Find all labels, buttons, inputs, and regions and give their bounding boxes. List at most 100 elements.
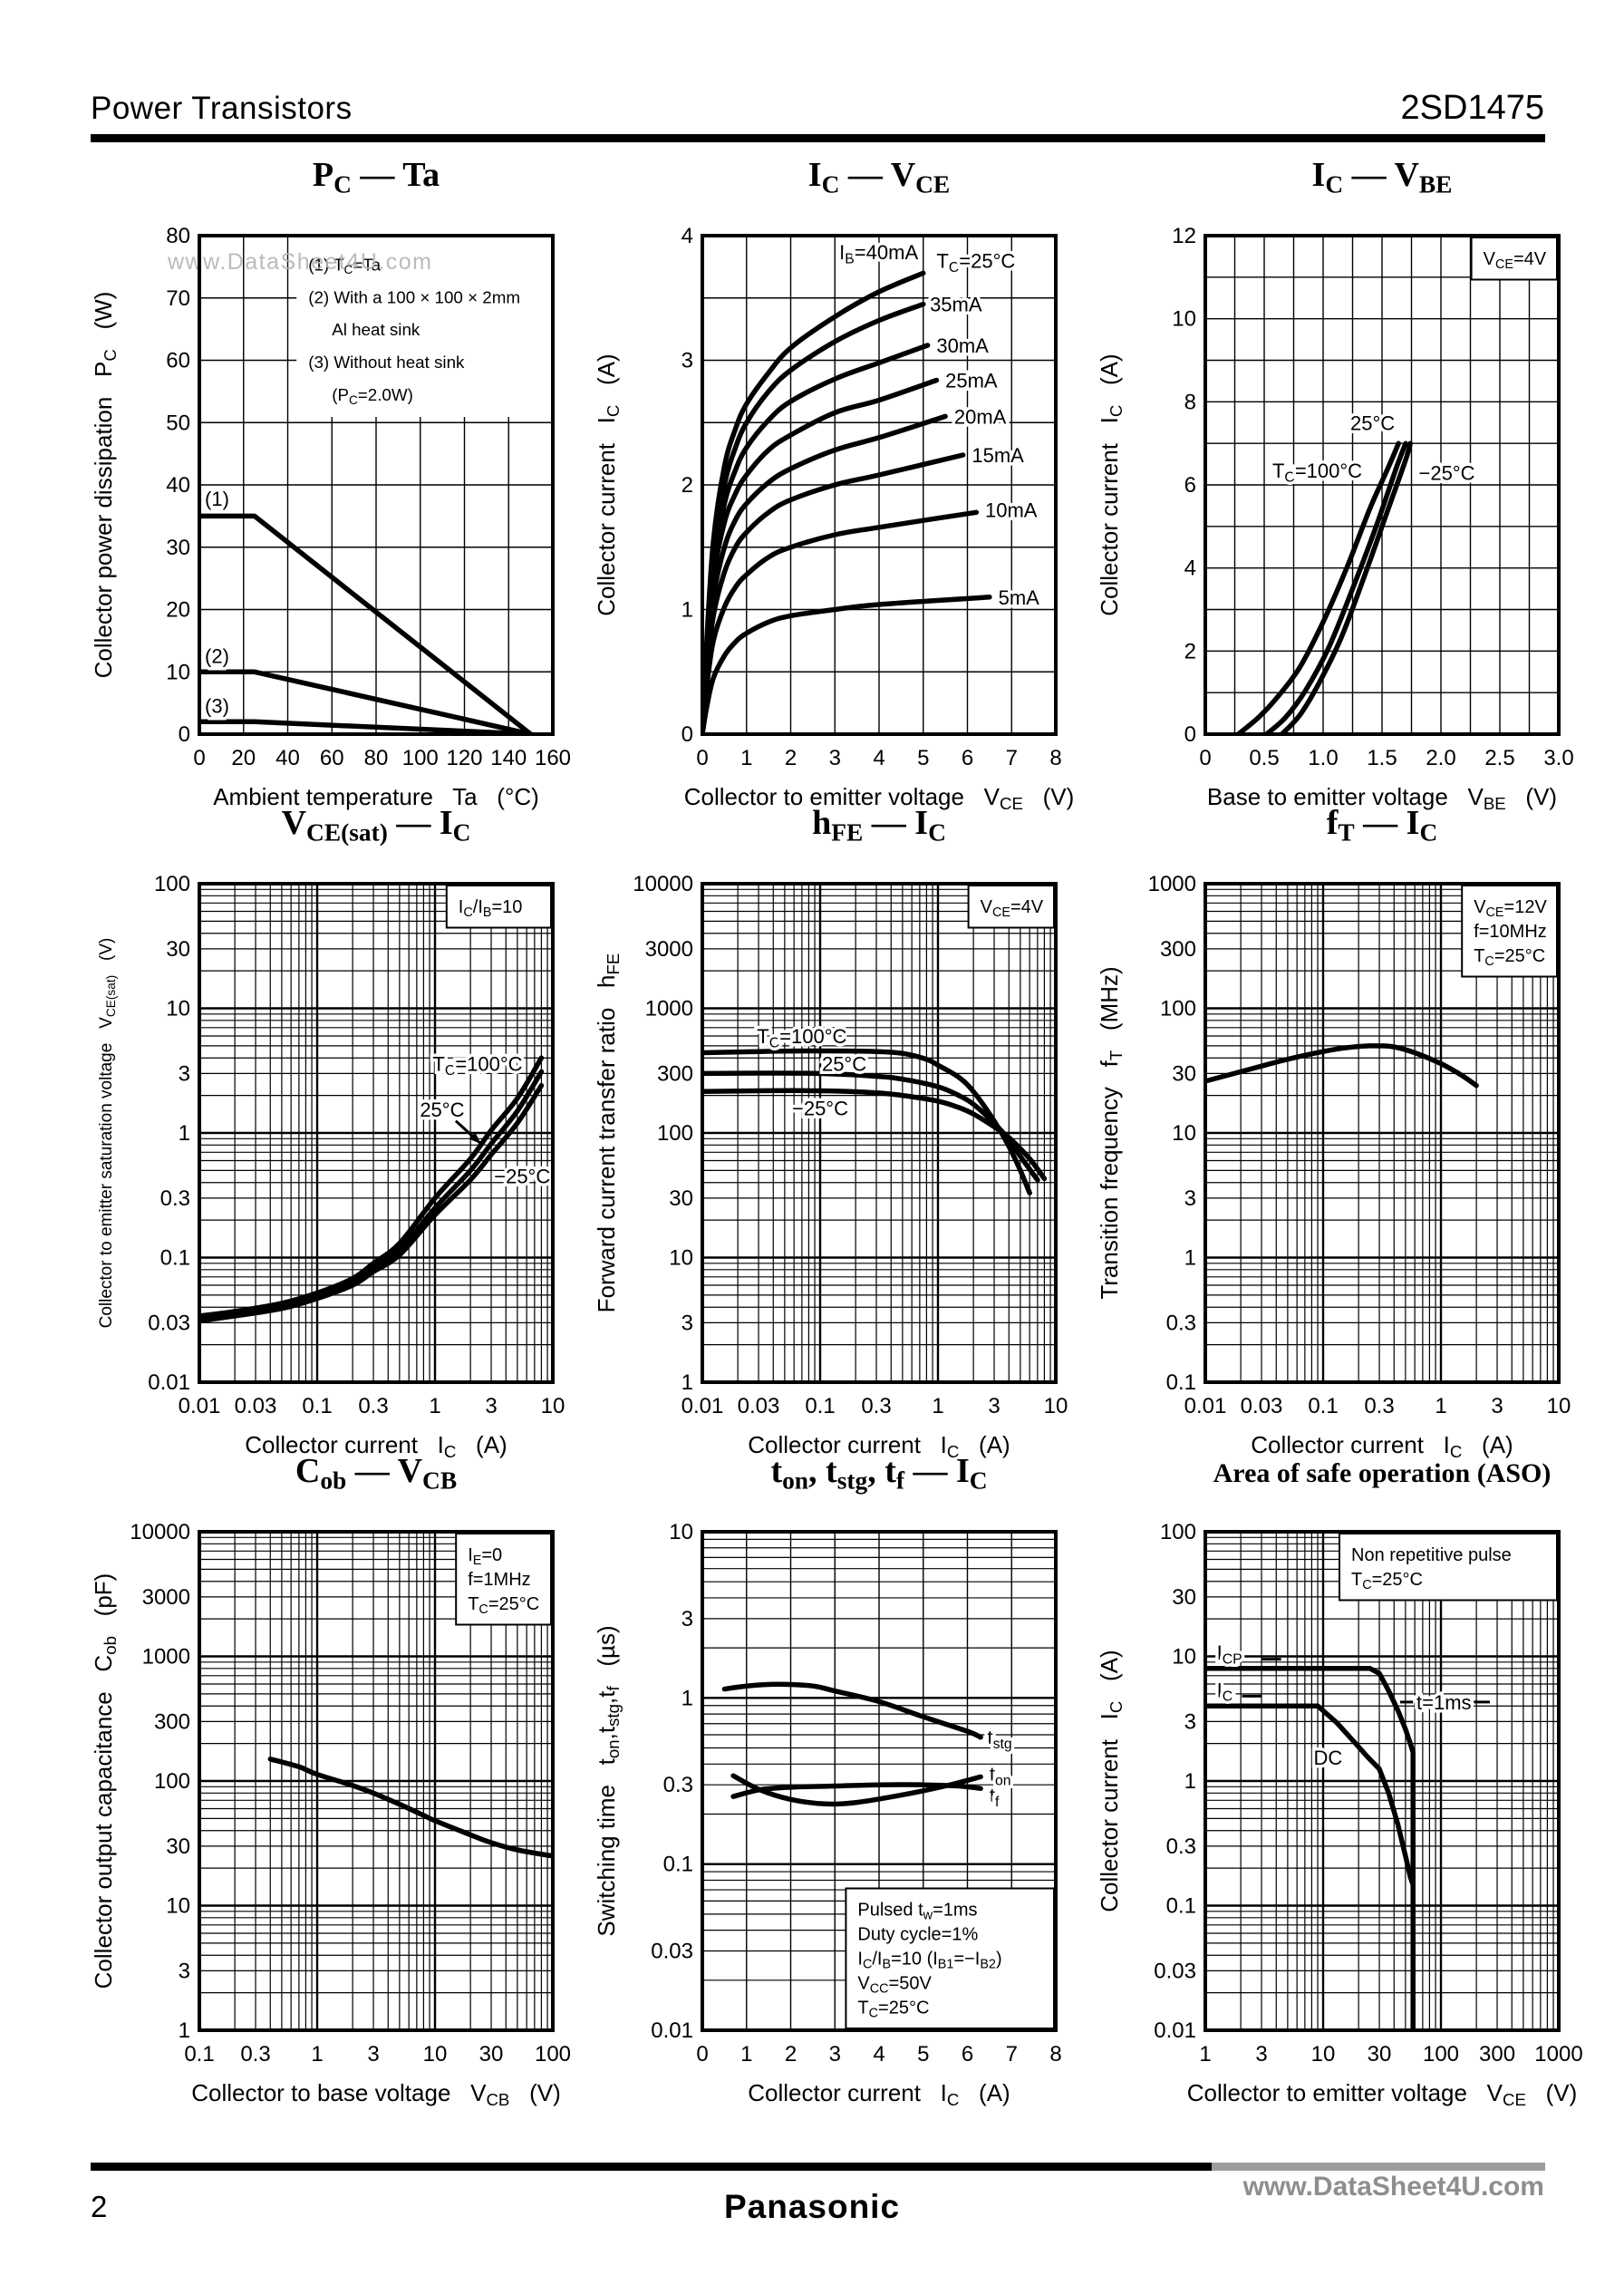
footer-rule-gray: [1212, 2163, 1545, 2171]
svg-text:3: 3: [829, 746, 841, 770]
svg-text:1: 1: [682, 1686, 693, 1710]
svg-text:1: 1: [311, 2042, 323, 2067]
svg-text:100: 100: [1160, 1520, 1196, 1544]
svg-text:10: 10: [166, 997, 190, 1021]
svg-text:1.0: 1.0: [1308, 746, 1338, 770]
svg-text:PC — Ta: PC — Ta: [313, 156, 440, 198]
svg-text:10: 10: [423, 2042, 448, 2067]
header-rule: [91, 134, 1545, 142]
svg-text:−25°C: −25°C: [1418, 461, 1474, 484]
svg-text:3: 3: [367, 2042, 379, 2067]
svg-text:(2): (2): [205, 644, 229, 667]
svg-text:3: 3: [179, 1061, 190, 1086]
svg-text:3: 3: [1255, 2042, 1267, 2067]
svg-text:TC=25°C: TC=25°C: [936, 250, 1015, 276]
svg-text:10000: 10000: [633, 872, 693, 896]
svg-text:Transition frequency fT (M: Transition frequency fT (MHz): [1096, 966, 1126, 1299]
svg-text:3: 3: [1184, 1186, 1196, 1211]
svg-text:60: 60: [320, 746, 344, 770]
footer-page-number: 2: [91, 2190, 108, 2223]
svg-text:0.3: 0.3: [358, 1394, 388, 1418]
svg-text:10: 10: [166, 1894, 190, 1919]
svg-text:Collector current IC (A): Collector current IC (A): [1096, 1650, 1126, 1912]
svg-text:0.01: 0.01: [148, 1370, 190, 1395]
svg-text:8: 8: [1049, 2042, 1061, 2067]
svg-text:Collector power dissipation: Collector power dissipation PC (W): [90, 292, 120, 679]
svg-text:t=1ms: t=1ms: [1416, 1691, 1472, 1714]
svg-text:8: 8: [1184, 390, 1196, 414]
svg-text:0.1: 0.1: [160, 1246, 190, 1271]
svg-text:IC/IB=10 (IB1=−IB2): IC/IB=10 (IB1=−IB2): [857, 1949, 1001, 1971]
svg-text:1: 1: [682, 1370, 693, 1395]
svg-text:20mA: 20mA: [954, 405, 1007, 428]
svg-text:VCE=4V: VCE=4V: [1484, 249, 1547, 272]
svg-text:4: 4: [1184, 557, 1196, 581]
svg-text:0.3: 0.3: [1166, 1311, 1196, 1335]
chart-ic-vce: IB=40mA TC=25°C 35mA 30mA 25mA 20mA 15mA 10mA 5m…: [580, 140, 1088, 816]
svg-text:300: 300: [154, 1709, 190, 1734]
svg-text:Collector current IC (A): Collector current IC (A): [1096, 353, 1126, 615]
svg-text:0: 0: [682, 722, 693, 747]
svg-text:1.5: 1.5: [1367, 746, 1397, 770]
svg-text:30: 30: [669, 1186, 693, 1211]
chart-switching-ic: Pulsed tw=1ms Duty cycle=1% IC/IB=10 (IB1=…: [580, 1437, 1088, 2112]
svg-text:300: 300: [1479, 2042, 1515, 2067]
svg-text:f=1MHz: f=1MHz: [468, 1570, 530, 1590]
svg-text:10mA: 10mA: [985, 499, 1038, 522]
svg-text:Switching time ton,tstg,tf: Switching time ton,tstg,tf (µs): [593, 1625, 623, 1936]
svg-text:100: 100: [657, 1121, 693, 1146]
svg-text:30: 30: [1172, 1061, 1196, 1086]
svg-text:TC=25°C: TC=25°C: [857, 1998, 929, 2020]
svg-text:1: 1: [740, 746, 752, 770]
svg-text:−25°C: −25°C: [494, 1166, 550, 1188]
svg-text:10: 10: [166, 660, 190, 684]
svg-text:3: 3: [682, 1311, 693, 1335]
svg-text:100: 100: [1423, 2042, 1459, 2067]
svg-text:25mA: 25mA: [945, 370, 998, 392]
svg-text:0.03: 0.03: [651, 1940, 693, 1964]
svg-text:10: 10: [669, 1520, 693, 1544]
svg-text:(PC=2.0W): (PC=2.0W): [332, 385, 413, 407]
svg-text:Duty cycle=1%: Duty cycle=1%: [857, 1924, 978, 1944]
svg-text:80: 80: [166, 224, 190, 248]
svg-text:15mA: 15mA: [972, 444, 1024, 467]
chart-cob-vcb: IE=0 f=1MHz TC=25°C 0.1 0.3 1 3 10 30 100 1 3 10 30 10…: [77, 1437, 585, 2112]
svg-text:4: 4: [873, 746, 884, 770]
svg-text:1: 1: [1435, 1394, 1446, 1418]
chart-ic-vce-svg: IB=40mA TC=25°C 35mA 30mA 25mA 20mA 15mA 10mA 5m…: [593, 156, 1074, 813]
chart-ic-vbe-svg: VCE=4V 25°C TC=100°C −25°C 0 0.5 1.0 1.5 2.0 2.5 3…: [1096, 156, 1574, 813]
svg-text:4: 4: [682, 224, 693, 248]
svg-text:0.01: 0.01: [179, 1394, 221, 1418]
svg-text:hFE — IC: hFE — IC: [812, 804, 946, 847]
svg-text:2: 2: [1184, 639, 1196, 663]
chart-pc-ta-svg: (1) TC=Ta (2) With a 100 × 100 × 2mm Al he…: [90, 156, 571, 810]
svg-text:0.01: 0.01: [1154, 2018, 1196, 2043]
svg-text:1: 1: [740, 2042, 752, 2067]
svg-text:300: 300: [1160, 937, 1196, 962]
svg-text:20: 20: [166, 598, 190, 623]
svg-text:160: 160: [535, 746, 571, 770]
svg-text:0.3: 0.3: [1364, 1394, 1394, 1418]
svg-text:−25°C: −25°C: [792, 1098, 848, 1120]
svg-text:10: 10: [669, 1246, 693, 1271]
svg-text:6: 6: [962, 2042, 973, 2067]
svg-text:fT — IC: fT — IC: [1327, 804, 1438, 847]
svg-text:3: 3: [988, 1394, 1000, 1418]
footer-watermark: www.DataSheet4U.com: [1242, 2172, 1544, 2202]
header-part-number: 2SD1475: [1400, 89, 1544, 127]
svg-text:0.03: 0.03: [1241, 1394, 1283, 1418]
svg-text:VCE=12V: VCE=12V: [1474, 897, 1547, 920]
svg-text:0.1: 0.1: [1166, 1894, 1196, 1919]
svg-text:2: 2: [785, 746, 797, 770]
svg-text:0.5: 0.5: [1249, 746, 1279, 770]
svg-text:30: 30: [479, 2042, 504, 2067]
svg-text:TC=100°C: TC=100°C: [1272, 460, 1362, 485]
svg-text:3: 3: [1491, 1394, 1503, 1418]
svg-text:Collector output capacitance: Collector output capacitance Cob (pF): [90, 1573, 120, 1989]
svg-text:5: 5: [917, 2042, 929, 2067]
svg-text:0.3: 0.3: [1166, 1834, 1196, 1859]
svg-text:Area of safe operation (ASO): Area of safe operation (ASO): [1213, 1458, 1552, 1488]
svg-text:100: 100: [402, 746, 439, 770]
svg-text:100: 100: [154, 872, 190, 896]
